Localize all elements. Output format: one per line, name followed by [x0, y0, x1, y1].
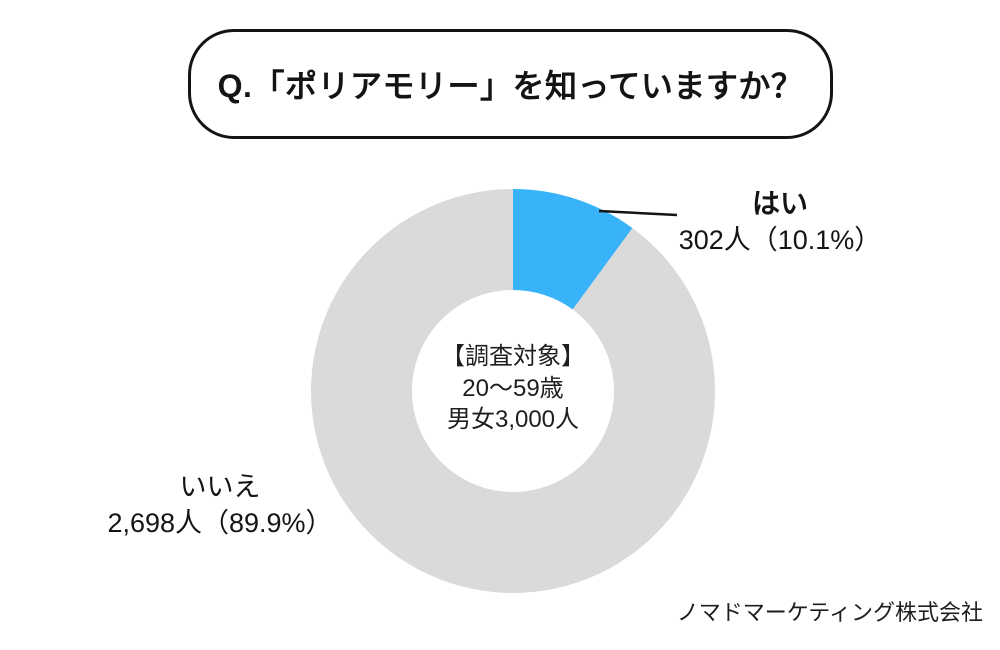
survey-note-line-2: 20〜59歳 [462, 374, 564, 402]
leader-line [598, 209, 678, 217]
donut-slice-0 [513, 189, 633, 310]
survey-target-note: 【調査対象】 20〜59歳 男女3,000人 [403, 341, 623, 436]
company-credit: ノマドマーケティング株式会社 [676, 600, 983, 625]
callout-yes-value: 302人（10.1%） [678, 225, 882, 255]
survey-note-line-3: 男女3,000人 [446, 406, 580, 433]
donut-slice-1 [311, 189, 715, 593]
callout-no-label: いいえ [179, 472, 261, 502]
survey-note-line-1: 【調査対象】 [441, 343, 585, 370]
question-title-box: Q.「ポリアモリー」を知っていますか？ [188, 29, 833, 139]
callout-yes: はい 302人（10.1%） [650, 186, 910, 258]
question-title: Q.「ポリアモリー」を知っていますか？ [217, 68, 804, 104]
callout-no: いいえ 2,698人（89.9%） [90, 470, 350, 540]
donut-slices [311, 189, 715, 593]
callout-yes-label: はい [751, 188, 808, 219]
callout-no-value: 2,698人（89.9%） [107, 508, 333, 538]
